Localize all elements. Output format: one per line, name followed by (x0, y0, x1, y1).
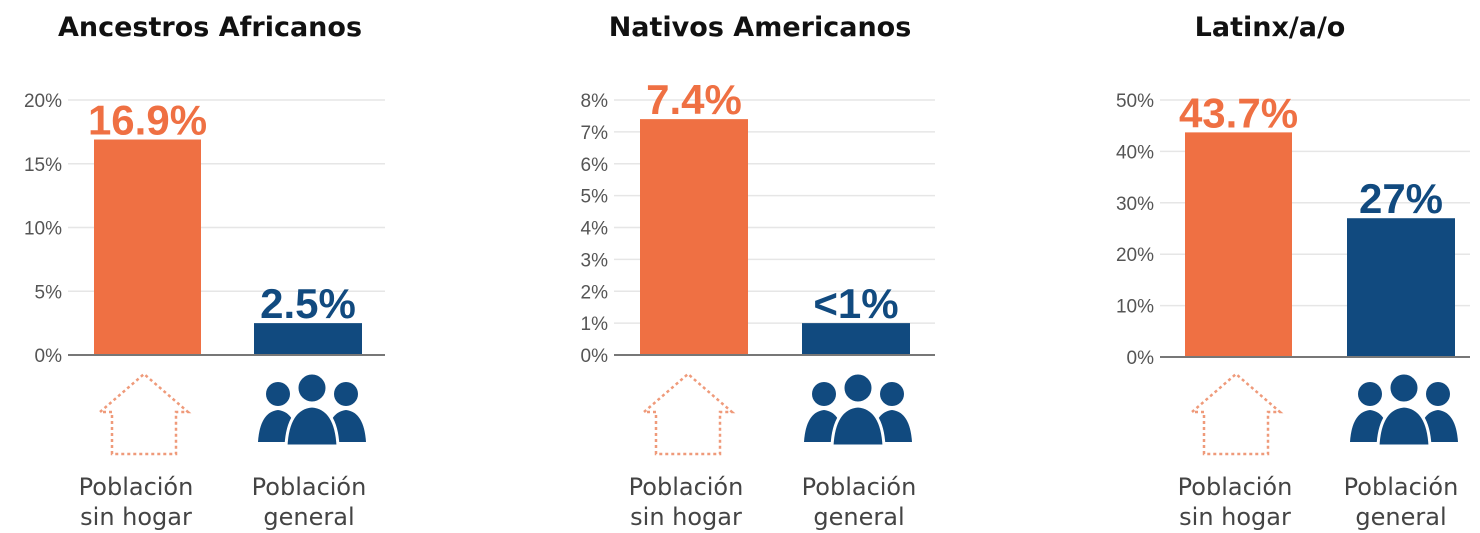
chart-panel-native: Nativos Americanos 0% 1% 2% 3% 4% 5% 6% 7% 8% 7.4… (550, 0, 970, 533)
bar-value-label: 43.7% (1179, 89, 1298, 136)
bar-chart: 0% 5% 10% 15% 20% 16.9% 2.5% (24, 91, 385, 367)
y-tick-label: 0% (1127, 348, 1155, 369)
y-tick-label: 0% (581, 346, 609, 367)
y-tick-label: 7% (581, 123, 609, 144)
bar-value-label: <1% (813, 280, 898, 327)
y-tick-label: 5% (35, 282, 63, 303)
chart-panel-african: Ancestros Africanos 0% 5% 10% 15% 20% 16.9% 2.… (0, 0, 420, 533)
bar-homeless (1185, 132, 1292, 357)
people-group-icon (802, 370, 914, 455)
category-label-general: Población general (251, 473, 367, 531)
bar-general (254, 323, 362, 355)
bar-general (1347, 218, 1455, 357)
bar-homeless (640, 119, 748, 355)
y-tick-label: 10% (24, 219, 62, 240)
chart-title: Latinx/a/o (1194, 12, 1346, 43)
y-tick-label: 8% (581, 91, 609, 112)
y-tick-label: 15% (24, 155, 62, 176)
y-tick-label: 5% (581, 187, 609, 208)
category-label-homeless: Población sin hogar (628, 473, 744, 531)
y-tick-label: 30% (1116, 194, 1154, 215)
y-tick-label: 20% (24, 91, 62, 112)
people-group-icon (256, 370, 368, 455)
house-outline-icon (1188, 370, 1284, 465)
bar-homeless (94, 139, 201, 355)
house-outline-icon (96, 370, 192, 465)
category-label-homeless: Población sin hogar (78, 473, 194, 531)
y-tick-label: 1% (581, 314, 609, 335)
y-tick-label: 2% (581, 282, 609, 303)
y-tick-label: 20% (1116, 245, 1154, 266)
category-label-general: Población general (801, 473, 917, 531)
people-group-icon (1348, 370, 1460, 455)
bar-value-label: 27% (1359, 175, 1443, 222)
bar-chart: 0% 10% 20% 30% 40% 50% 43.7% 27% (1116, 89, 1470, 369)
bar-general (802, 323, 910, 355)
y-tick-label: 10% (1116, 297, 1154, 318)
y-tick-label: 6% (581, 155, 609, 176)
y-tick-label: 0% (35, 346, 63, 367)
chart-panel-latinx: Latinx/a/o 0% 10% 20% 30% 40% 50% 43.7% 27% Pob… (1060, 0, 1480, 533)
bar-value-label: 16.9% (88, 97, 207, 144)
chart-title: Ancestros Africanos (57, 12, 363, 43)
bar-value-label: 7.4% (646, 76, 742, 123)
bar-chart: 0% 1% 2% 3% 4% 5% 6% 7% 8% 7.4% <1% (581, 76, 935, 367)
y-tick-label: 40% (1116, 142, 1154, 163)
category-label-homeless: Población sin hogar (1177, 473, 1293, 531)
y-tick-label: 50% (1116, 91, 1154, 112)
bar-value-label: 2.5% (260, 280, 356, 327)
category-label-general: Población general (1343, 473, 1459, 531)
y-tick-label: 3% (581, 250, 609, 271)
chart-title: Nativos Americanos (608, 12, 912, 43)
y-tick-label: 4% (581, 219, 609, 240)
house-outline-icon (640, 370, 736, 465)
